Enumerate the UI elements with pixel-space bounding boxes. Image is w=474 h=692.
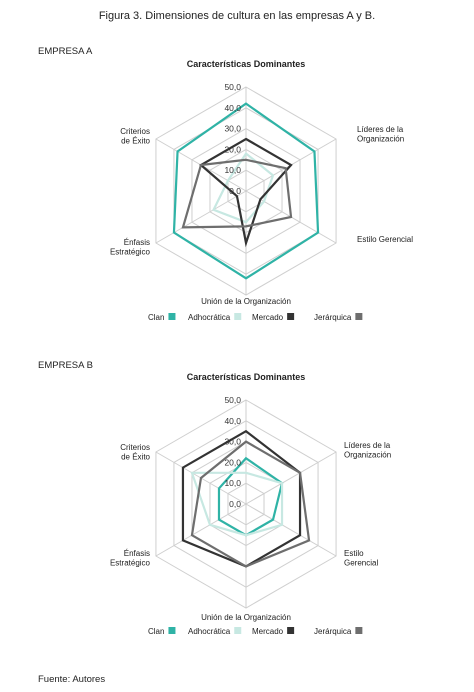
tick-label: 20,0 — [224, 144, 241, 154]
source-note: Fuente: Autores — [38, 674, 106, 685]
legend-label-clan: Clan — [148, 627, 164, 636]
legend-label-adhocratica: Adhocrática — [188, 627, 231, 636]
grid-spoke — [155, 503, 247, 557]
panel-label-empresa-a: EMPRESA A — [38, 46, 93, 57]
tick-label: 40,0 — [224, 103, 241, 113]
axis-label-union-de-la-organizacion: Unión de la Organización — [201, 297, 291, 306]
axis-label-criterios-de-exito: Criterios de Éxito — [120, 127, 150, 146]
legend-swatch-mercado — [287, 627, 295, 634]
tick-label: 10,0 — [224, 165, 241, 175]
axis-label-enfasis-estrategico: Énfasis Estratégico — [110, 549, 151, 568]
tick-label: 30,0 — [224, 124, 241, 134]
axis-label-enfasis-estrategico: Énfasis Estratégico — [110, 238, 151, 257]
tick-label: 20,0 — [224, 457, 241, 467]
axis-label-criterios-de-exito: Criterios de Éxito — [120, 443, 150, 462]
legend-swatch-jerarquica — [355, 627, 363, 634]
legend-swatch-mercado — [287, 313, 295, 320]
tick-label: 30,0 — [224, 437, 241, 447]
axis-label-union-de-la-organizacion: Unión de la Organización — [201, 613, 291, 622]
legend-swatch-clan — [168, 627, 176, 634]
panel-label-empresa-b: EMPRESA B — [38, 360, 93, 371]
legend-swatch-clan — [168, 313, 176, 320]
grid-spoke — [245, 451, 337, 505]
series-clan — [172, 102, 320, 280]
chart-title: Características Dominantes — [187, 372, 306, 382]
axis-label-lideres-de-la-organizacion: Líderes de la Organización — [344, 441, 391, 460]
legend-swatch-adhocratica — [234, 627, 242, 634]
tick-label: 50,0 — [224, 82, 241, 92]
radar-chart-empresa-b: Características Dominantes 0,0 10,0 20,0 30,… — [110, 372, 391, 636]
figure-title: Figura 3. Dimensiones de cultura en las … — [98, 10, 376, 22]
legend-label-jerarquica: Jerárquica — [314, 627, 352, 636]
series-jerarquica — [190, 440, 311, 568]
grid-spoke — [245, 503, 337, 557]
legend-swatch-adhocratica — [234, 313, 242, 320]
grid-spoke — [155, 190, 247, 244]
legend-label-mercado: Mercado — [252, 313, 284, 322]
series-adhocratica — [190, 471, 284, 537]
axis-label-lideres-de-la-organizacion: Líderes de la Organización — [357, 125, 404, 144]
legend-label-clan: Clan — [148, 313, 164, 322]
axis-label-estilo-gerencial: Estilo Gerencial — [344, 549, 378, 568]
legend-label-adhocratica: Adhocrática — [188, 313, 231, 322]
tick-label: 10,0 — [224, 478, 241, 488]
tick-label: 0,0 — [229, 499, 241, 509]
tick-label: 40,0 — [224, 416, 241, 426]
chart-title: Características Dominantes — [187, 59, 306, 69]
tick-label: 50,0 — [224, 395, 241, 405]
radar-chart-empresa-a: Características Dominantes 0,0 10,0 20,0 30,… — [110, 59, 413, 322]
tick-label: 0,0 — [229, 186, 241, 196]
series-adhocratica — [212, 151, 275, 224]
legend-swatch-jerarquica — [355, 313, 363, 320]
axis-label-estilo-gerencial: Estilo Gerencial — [357, 235, 413, 244]
series-jerarquica — [181, 158, 293, 229]
legend-label-jerarquica: Jerárquica — [314, 313, 352, 322]
legend-label-mercado: Mercado — [252, 627, 284, 636]
